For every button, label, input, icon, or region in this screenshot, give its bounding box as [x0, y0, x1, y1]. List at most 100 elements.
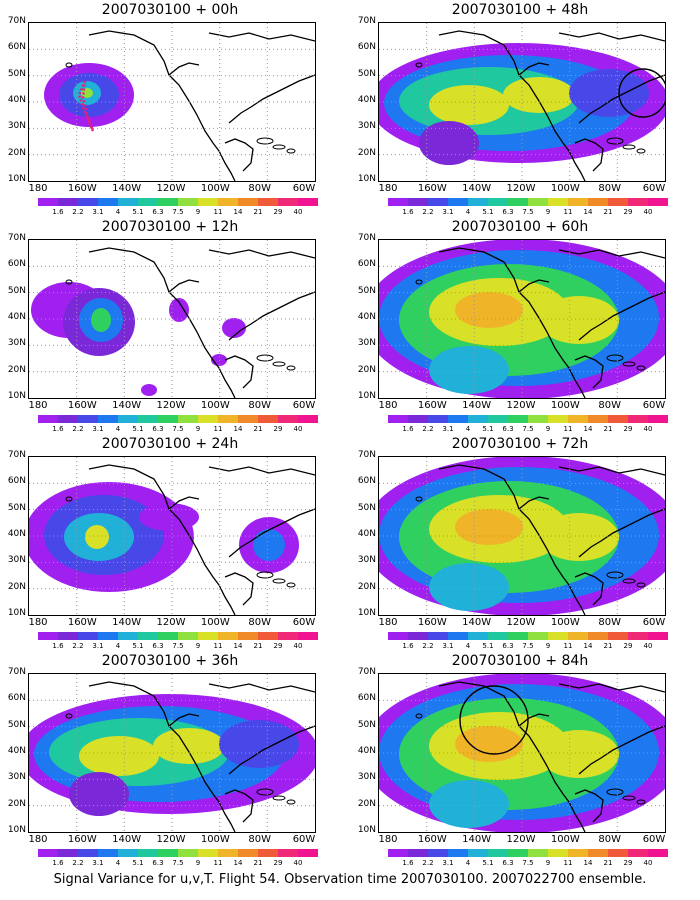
colorbar-swatch [278, 849, 298, 857]
colorbar-swatch [508, 415, 528, 423]
colorbar-tick-label: 7.5 [172, 425, 184, 433]
colorbar-labels: 1.6 2.2 3.1 4 5.1 6.3 7.5 9 11 14 21 29 40 [388, 425, 668, 435]
coastline [208, 32, 315, 42]
colorbar-swatch [628, 849, 648, 857]
colorbar-tick-label: 2.2 [72, 208, 84, 216]
panel-title: 2007030100 + 48h [451, 2, 589, 18]
colorbar-tick-label: 6.3 [152, 208, 164, 216]
colorbar-swatch [58, 849, 78, 857]
colorbar-labels: 1.6 2.2 3.1 4 5.1 6.3 7.5 9 11 14 21 29 40 [38, 208, 318, 218]
colorbar [38, 849, 318, 857]
longitude-tick-label: 80W [248, 183, 271, 194]
colorbar-tick-label: 11 [563, 425, 573, 433]
island-outline [256, 137, 274, 145]
latitude-tick-label: 10N [7, 825, 26, 835]
colorbar-swatch [198, 849, 218, 857]
colorbar-tick-label: 14 [583, 425, 593, 433]
variance-contour [419, 121, 479, 165]
colorbar-swatch [198, 198, 218, 206]
latitude-tick-label: 30N [357, 121, 376, 132]
latitude-tick-label: 20N [357, 581, 376, 592]
colorbar-swatch [238, 415, 258, 423]
colorbar-swatch [568, 849, 588, 857]
longitude-tick-label: 160W [417, 183, 447, 194]
colorbar-swatch [78, 849, 98, 857]
colorbar-tick-label: 29 [273, 859, 283, 867]
latitude-tick-label: 50N [357, 285, 376, 296]
colorbar-swatch [388, 849, 408, 857]
colorbar-tick-label: 21 [253, 208, 263, 216]
colorbar-tick-label: 29 [623, 208, 633, 216]
longitude-tick-label: 160W [67, 400, 97, 411]
colorbar-tick-label: 4 [115, 642, 121, 650]
colorbar-swatch [448, 415, 468, 423]
latitude-tick-label: 50N [357, 68, 376, 79]
latitude-tick-label: 40N [7, 312, 26, 322]
colorbar-tick-label: 40 [643, 859, 653, 867]
longitude-tick-label: 100W [550, 834, 580, 845]
colorbar-swatch [508, 198, 528, 206]
colorbar-swatch [178, 198, 198, 206]
longitude-tick-label: 120W [506, 183, 536, 194]
coastline [228, 74, 315, 124]
colorbar-swatch [388, 632, 408, 640]
coastline [574, 572, 604, 606]
coastline [518, 62, 550, 76]
colorbar-swatch [218, 849, 238, 857]
island-outline [606, 354, 624, 362]
colorbar-swatch [278, 415, 298, 423]
longitude-tick-label: 80W [248, 400, 271, 411]
colorbar-tick-label: 6.3 [152, 859, 164, 867]
colorbar-swatch [258, 849, 278, 857]
colorbar-tick-label: 5.1 [482, 859, 494, 867]
colorbar-swatch [468, 849, 488, 857]
colorbar-swatch [238, 849, 258, 857]
colorbar-tick-label: 21 [603, 859, 613, 867]
longitude-tick-label: 60W [292, 183, 316, 194]
coastline [558, 683, 665, 693]
latitude-tick-label: 20N [357, 364, 376, 375]
colorbar-swatch [528, 849, 548, 857]
colorbar-swatch [258, 415, 278, 423]
map-area [378, 239, 666, 399]
colorbar-swatch [468, 415, 488, 423]
colorbar-tick-label: 29 [623, 425, 633, 433]
colorbar-swatch [428, 632, 448, 640]
colorbar-tick-label: 14 [233, 642, 243, 650]
colorbar-swatch [448, 198, 468, 206]
colorbar-swatch [648, 198, 668, 206]
colorbar-tick-label: 40 [293, 208, 303, 216]
coastline [88, 30, 236, 181]
colorbar-tick-label: 14 [583, 642, 593, 650]
variance-contour [429, 346, 509, 394]
colorbar-swatch [628, 198, 648, 206]
longitude-tick-label: 120W [156, 183, 186, 194]
latitude-tick-label: 40N [7, 746, 26, 756]
colorbar-labels: 1.6 2.2 3.1 4 5.1 6.3 7.5 9 11 14 21 29 40 [388, 859, 668, 869]
longitude-tick-label: 80W [598, 617, 621, 628]
colorbar-swatch [238, 198, 258, 206]
island-outline [286, 582, 296, 588]
highlight-circle [618, 68, 665, 118]
colorbar-swatch [548, 415, 568, 423]
forecast-panel: 2007030100 + 84h 70N 60N 50N 40N 30N 20N 10N 180… [350, 651, 690, 869]
colorbar-tick-label: 40 [643, 208, 653, 216]
variance-contour [503, 77, 575, 113]
panel-title: 2007030100 + 36h [101, 653, 239, 669]
coastline [578, 291, 665, 341]
longitude-tick-label: 60W [642, 617, 666, 628]
colorbar-swatch [138, 849, 158, 857]
longitude-tick-label: 100W [200, 617, 230, 628]
latitude-tick-label: 40N [357, 312, 376, 322]
colorbar-tick-label: 29 [273, 642, 283, 650]
longitude-tick-label: 160W [67, 834, 97, 845]
latitude-tick-label: 60N [357, 42, 376, 53]
variance-contour [429, 780, 509, 828]
colorbar-tick-label: 21 [253, 425, 263, 433]
coastline [224, 138, 254, 172]
colorbar-swatch [138, 198, 158, 206]
longitude-tick-label: 140W [462, 183, 492, 194]
colorbar-tick-label: 21 [603, 642, 613, 650]
colorbar-tick-label: 5.1 [132, 425, 144, 433]
colorbar-tick-label: 2.2 [72, 425, 84, 433]
